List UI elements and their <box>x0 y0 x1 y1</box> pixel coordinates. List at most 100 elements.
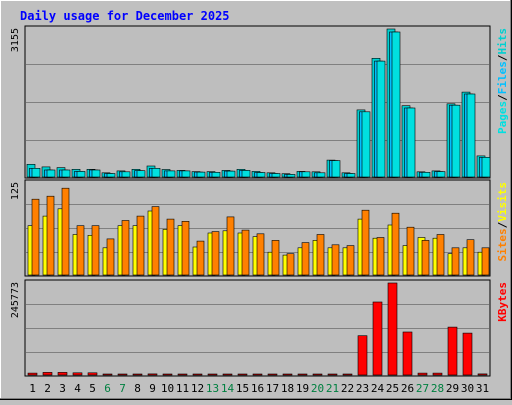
bar-kbytes-day-25 <box>387 282 398 376</box>
bar-kbytes-day-19 <box>297 373 308 376</box>
chart-title: Daily usage for December 2025 <box>20 9 230 23</box>
legend-files: Files <box>496 61 509 94</box>
bar-kbytes-day-28 <box>432 372 443 376</box>
bar-pages-day-25 <box>391 31 401 178</box>
bar-sites-day-6 <box>106 238 115 276</box>
legend-hits-files-pages: Pages/Files/Hits <box>496 28 509 134</box>
bar-sites-day-11 <box>181 221 190 276</box>
bar-pages-day-9 <box>151 168 161 178</box>
bar-kbytes-day-27 <box>417 372 428 376</box>
panel-kbytes: 245773 KBytes <box>10 279 509 377</box>
bar-sites-day-14 <box>226 216 235 276</box>
bar-kbytes-day-8 <box>132 373 143 376</box>
legend-pages: Pages <box>496 101 509 134</box>
legend-hits: Hits <box>496 28 509 55</box>
x-tick-label-day-25: 25 <box>386 382 399 395</box>
y-max-label: 3155 <box>10 28 21 52</box>
bar-kbytes-day-15 <box>237 373 248 376</box>
bar-pages-day-8 <box>136 170 146 178</box>
bar-sites-day-30 <box>466 239 475 276</box>
y-max-label: 245773 <box>10 282 21 318</box>
bar-kbytes-day-29 <box>447 326 458 376</box>
bar-pages-day-31 <box>481 157 491 178</box>
bar-kbytes-day-12 <box>192 373 203 376</box>
bar-pages-day-19 <box>301 171 311 178</box>
panel-visits-sites: 125 Sites/Visits <box>10 179 509 277</box>
x-tick-label-day-31: 31 <box>476 382 489 395</box>
x-tick-label-day-6: 6 <box>104 382 111 395</box>
bar-pages-day-4 <box>76 171 86 178</box>
x-tick-label-day-20: 20 <box>311 382 324 395</box>
bar-sites-day-10 <box>166 218 175 276</box>
bar-pages-day-29 <box>451 104 461 178</box>
x-tick-label-day-12: 12 <box>191 382 204 395</box>
bar-pages-day-23 <box>361 111 371 178</box>
bar-sites-day-22 <box>346 245 355 276</box>
x-tick-label-day-2: 2 <box>44 382 51 395</box>
x-tick-label-day-7: 7 <box>119 382 126 395</box>
legend-kbytes: KBytes <box>496 282 509 322</box>
x-tick-label-day-16: 16 <box>251 382 264 395</box>
bar-pages-day-16 <box>256 172 266 178</box>
bar-kbytes-day-5 <box>87 372 98 376</box>
x-tick-label-day-1: 1 <box>29 382 36 395</box>
x-tick-label-day-5: 5 <box>89 382 96 395</box>
bar-sites-day-9 <box>151 206 160 276</box>
bar-kbytes-day-16 <box>252 373 263 376</box>
bar-sites-day-13 <box>211 231 220 276</box>
bar-sites-day-28 <box>436 234 445 276</box>
bar-pages-day-18 <box>286 174 296 178</box>
x-tick-label-day-28: 28 <box>431 382 444 395</box>
bar-kbytes-day-30 <box>462 332 473 376</box>
x-tick-label-day-11: 11 <box>176 382 189 395</box>
bar-kbytes-day-3 <box>57 372 68 376</box>
legend-sites: Sites <box>496 228 509 261</box>
bar-pages-day-22 <box>346 173 356 178</box>
y-max-label: 125 <box>10 182 21 200</box>
x-tick-label-day-18: 18 <box>281 382 294 395</box>
legend-separator: / <box>496 54 509 61</box>
bar-kbytes-day-9 <box>147 373 158 376</box>
bar-sites-day-1 <box>31 198 40 276</box>
bar-pages-day-12 <box>196 171 206 178</box>
bar-pages-day-1 <box>31 168 41 178</box>
bar-kbytes-day-14 <box>222 373 233 376</box>
bar-sites-day-26 <box>406 226 415 276</box>
bar-sites-day-29 <box>451 247 460 276</box>
legend-separator: / <box>496 221 509 228</box>
x-tick-label-day-27: 27 <box>416 382 429 395</box>
bar-sites-day-27 <box>421 240 430 276</box>
bar-pages-day-20 <box>316 172 326 178</box>
x-tick-label-day-3: 3 <box>59 382 66 395</box>
x-tick-label-day-19: 19 <box>296 382 309 395</box>
legend-visits-sites: Sites/Visits <box>496 182 509 262</box>
bar-pages-day-11 <box>181 170 191 178</box>
bar-sites-day-15 <box>241 229 250 276</box>
bar-sites-day-16 <box>256 233 265 276</box>
bar-pages-day-13 <box>211 172 221 178</box>
bar-sites-day-25 <box>391 212 400 276</box>
x-tick-label-day-15: 15 <box>236 382 249 395</box>
bar-kbytes-day-2 <box>42 372 53 376</box>
bar-sites-day-2 <box>46 195 55 276</box>
bar-kbytes-day-23 <box>357 335 368 376</box>
bar-sites-day-18 <box>286 253 295 276</box>
bar-kbytes-day-11 <box>177 373 188 376</box>
x-tick-label-day-26: 26 <box>401 382 414 395</box>
x-tick-label-day-14: 14 <box>221 382 235 395</box>
x-axis-day-labels: 1 2 3 4 5 6 7 8 9 10 11 12 13 14 15 16 17 18 19 20 21 22 23 24 2… <box>29 382 489 395</box>
bar-pages-day-2 <box>46 169 56 178</box>
bar-kbytes-day-22 <box>342 373 353 376</box>
x-tick-label-day-23: 23 <box>356 382 369 395</box>
bar-sites-day-12 <box>196 240 205 276</box>
bar-kbytes-day-18 <box>282 373 293 376</box>
legend-kbytes: KBytes <box>496 282 509 322</box>
bar-pages-day-24 <box>376 60 386 178</box>
x-tick-label-day-8: 8 <box>134 382 141 395</box>
bar-pages-day-5 <box>91 169 101 178</box>
bar-sites-day-3 <box>61 187 70 276</box>
bar-sites-day-31 <box>481 247 490 276</box>
